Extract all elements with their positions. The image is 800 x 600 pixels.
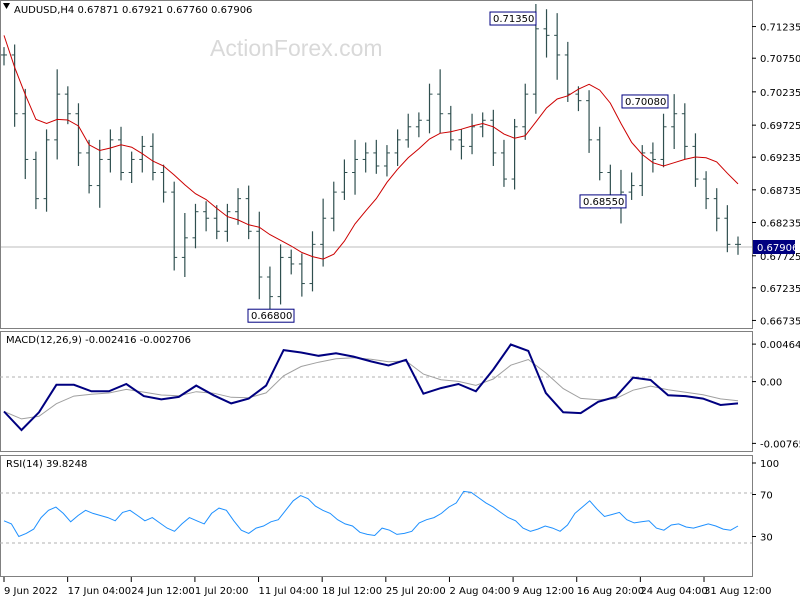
time-tick-label: 18 Jul 12:00 bbox=[322, 586, 382, 597]
price-tick-label: 0.70235 bbox=[760, 88, 800, 99]
annotation-label: 0.66800 bbox=[251, 311, 292, 322]
macd-signal-line bbox=[3, 357, 739, 420]
annotation-box bbox=[621, 94, 669, 109]
time-tick-label: 25 Jul 20:00 bbox=[386, 586, 446, 597]
rsi-tick-label: 70 bbox=[760, 491, 773, 502]
current-price-label: 0.67906 bbox=[757, 243, 798, 254]
price-tick-label: 0.69235 bbox=[760, 153, 800, 164]
annotation-label: 0.70080 bbox=[625, 97, 666, 108]
time-tick-label: 24 Jun 12:00 bbox=[131, 586, 195, 597]
main-header: AUDUSD,H4 0.67871 0.67921 0.67760 0.6790… bbox=[14, 5, 252, 16]
time-axis: 9 Jun 2022 17 Jun 04:00 24 Jun 12:00 1 Jul … bbox=[3, 577, 771, 597]
macd-tick-label: 0.004643 bbox=[760, 340, 800, 351]
rsi-tick-label: 100 bbox=[760, 459, 779, 470]
macd-panel: 0.004643 0.00 -0.007653 MACD(12,26,9) -0.0… bbox=[0, 331, 800, 452]
rsi-axis: 100 70 30 bbox=[752, 459, 779, 544]
price-tick-label: 0.70750 bbox=[760, 54, 800, 65]
price-panel: ActionForex.com 0.71350 0.70080 0.68550 0.6… bbox=[0, 0, 800, 329]
price-tick-label: 0.68235 bbox=[760, 218, 800, 229]
rsi-panel-border bbox=[0, 455, 753, 577]
time-tick-label: 1 Jul 20:00 bbox=[195, 586, 249, 597]
annotation-box bbox=[489, 11, 537, 26]
annotation-label: 0.71350 bbox=[493, 14, 534, 25]
time-tick-label: 16 Aug 20:00 bbox=[577, 586, 644, 597]
price-tick-label: 0.69725 bbox=[760, 121, 800, 132]
price-tick-label: 0.67235 bbox=[760, 284, 800, 295]
price-bars bbox=[1, 4, 741, 310]
rsi-line bbox=[3, 490, 739, 538]
price-tick-label: 0.68735 bbox=[760, 186, 800, 197]
price-annotation: 0.66800 bbox=[247, 308, 295, 323]
price-annotation: 0.68550 bbox=[579, 194, 627, 209]
price-annotation: 0.71350 bbox=[489, 11, 537, 26]
price-tick-label: 0.66735 bbox=[760, 316, 800, 327]
time-tick-label: 9 Jun 2022 bbox=[4, 586, 58, 597]
time-tick-label: 11 Jul 04:00 bbox=[259, 586, 319, 597]
price-panel-border bbox=[0, 0, 753, 329]
macd-main-line bbox=[3, 343, 739, 432]
macd-header: MACD(12,26,9) -0.002416 -0.002706 bbox=[6, 335, 191, 346]
price-annotation: 0.70080 bbox=[621, 94, 669, 109]
current-price-box bbox=[753, 240, 795, 254]
rsi-tick-label: 30 bbox=[760, 533, 773, 544]
time-tick-label: 9 Aug 12:00 bbox=[513, 586, 574, 597]
macd-axis: 0.004643 0.00 -0.007653 bbox=[752, 340, 800, 450]
watermark-text: ActionForex.com bbox=[210, 35, 383, 61]
moving-average-line bbox=[3, 35, 739, 260]
annotation-box bbox=[579, 194, 627, 209]
macd-tick-label: -0.007653 bbox=[760, 439, 800, 450]
annotation-label: 0.68550 bbox=[583, 197, 624, 208]
time-tick-label: 24 Aug 04:00 bbox=[640, 586, 707, 597]
time-tick-label: 17 Jun 04:00 bbox=[68, 586, 132, 597]
price-annotations: 0.71350 0.70080 0.68550 0.66800 bbox=[247, 11, 669, 323]
macd-panel-border bbox=[0, 331, 753, 452]
rsi-panel: 100 70 30 RSI(14) 39.8248 bbox=[0, 455, 779, 577]
rsi-header: RSI(14) 39.8248 bbox=[6, 459, 87, 470]
time-tick-label: 2 Aug 04:00 bbox=[449, 586, 510, 597]
time-tick-label: 31 Aug 12:00 bbox=[704, 586, 771, 597]
annotation-box bbox=[247, 308, 295, 323]
dropdown-arrow-icon[interactable] bbox=[3, 3, 10, 9]
price-axis: 0.71235 0.70750 0.70235 0.69725 0.69235 0.687… bbox=[752, 23, 800, 327]
macd-tick-label: 0.00 bbox=[760, 378, 782, 389]
price-tick-label: 0.71235 bbox=[760, 23, 800, 34]
price-tick-label: 0.67725 bbox=[760, 252, 800, 263]
